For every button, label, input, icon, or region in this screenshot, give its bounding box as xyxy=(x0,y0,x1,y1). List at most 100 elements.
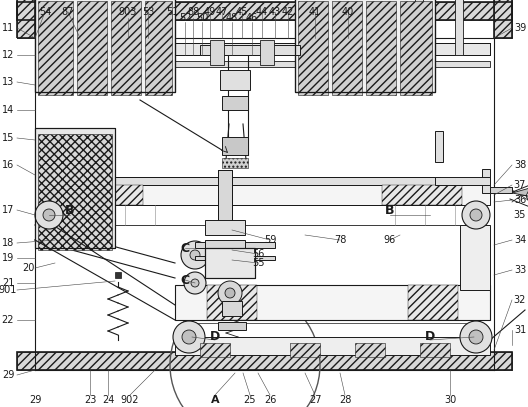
Text: 55: 55 xyxy=(252,258,264,268)
Bar xyxy=(17,352,512,370)
Text: 48: 48 xyxy=(226,13,238,23)
Text: 46: 46 xyxy=(246,13,258,23)
Bar xyxy=(218,170,232,225)
Text: 19: 19 xyxy=(2,253,14,263)
Text: 40: 40 xyxy=(342,7,354,17)
Text: 29: 29 xyxy=(2,370,14,380)
Bar xyxy=(415,0,423,55)
Bar xyxy=(366,1,396,95)
Bar xyxy=(222,137,248,155)
Bar xyxy=(35,177,440,185)
Text: 35: 35 xyxy=(514,210,526,220)
Bar xyxy=(490,187,512,193)
Text: 51: 51 xyxy=(166,7,178,17)
Circle shape xyxy=(462,201,490,229)
Bar xyxy=(175,285,490,320)
Text: 28: 28 xyxy=(339,395,351,405)
Bar xyxy=(494,0,512,38)
Text: 11: 11 xyxy=(2,23,14,33)
Polygon shape xyxy=(512,188,528,204)
Bar xyxy=(35,0,175,92)
Bar xyxy=(35,0,175,92)
Text: 53: 53 xyxy=(142,7,154,17)
Bar xyxy=(195,242,275,248)
Bar xyxy=(38,134,112,250)
Circle shape xyxy=(184,272,206,294)
Text: 37: 37 xyxy=(514,180,526,190)
Bar xyxy=(205,252,245,260)
Bar xyxy=(494,0,512,38)
Text: B: B xyxy=(65,204,75,217)
Text: D: D xyxy=(210,330,220,344)
Text: 52: 52 xyxy=(179,13,191,23)
Bar xyxy=(205,248,255,278)
Bar xyxy=(222,158,248,168)
Bar xyxy=(260,40,274,65)
Text: 21: 21 xyxy=(2,278,14,288)
Text: 15: 15 xyxy=(2,133,14,143)
Text: 44: 44 xyxy=(256,7,268,17)
Text: 23: 23 xyxy=(84,395,96,405)
Circle shape xyxy=(182,330,196,344)
Bar xyxy=(200,343,230,357)
Text: 24: 24 xyxy=(102,395,114,405)
Bar xyxy=(35,128,115,248)
Bar xyxy=(222,96,248,110)
Bar xyxy=(222,301,242,316)
Text: 33: 33 xyxy=(514,265,526,275)
Text: 31: 31 xyxy=(514,325,526,335)
Bar xyxy=(207,285,257,320)
Bar xyxy=(290,343,320,357)
Bar xyxy=(435,131,443,162)
Bar xyxy=(220,70,250,90)
Bar xyxy=(205,248,255,278)
Text: 34: 34 xyxy=(514,235,526,245)
Text: 43: 43 xyxy=(269,7,281,17)
Bar xyxy=(145,1,172,95)
Bar xyxy=(38,1,73,95)
Bar xyxy=(35,169,43,193)
Text: 22: 22 xyxy=(2,315,14,325)
Circle shape xyxy=(191,279,199,287)
Text: 12: 12 xyxy=(2,50,14,60)
Text: 32: 32 xyxy=(514,295,526,305)
Bar xyxy=(35,185,490,205)
Bar xyxy=(35,61,490,67)
Bar xyxy=(382,185,462,205)
Circle shape xyxy=(173,321,205,353)
Circle shape xyxy=(460,321,492,353)
Bar xyxy=(460,225,490,290)
Circle shape xyxy=(43,209,55,221)
Text: 18: 18 xyxy=(2,238,14,248)
Text: 901: 901 xyxy=(0,285,17,295)
Text: 17: 17 xyxy=(2,205,14,215)
Text: 26: 26 xyxy=(264,395,276,405)
Text: 42: 42 xyxy=(282,7,294,17)
Bar xyxy=(455,0,463,55)
Bar xyxy=(355,343,385,357)
Bar xyxy=(200,45,300,55)
Circle shape xyxy=(190,250,200,260)
Text: 29: 29 xyxy=(29,395,41,405)
Text: 47: 47 xyxy=(216,7,228,17)
Circle shape xyxy=(218,281,242,305)
Bar xyxy=(482,169,490,193)
Bar xyxy=(17,0,35,38)
Text: 49: 49 xyxy=(204,7,216,17)
Text: 88: 88 xyxy=(187,7,199,17)
Text: 902: 902 xyxy=(121,395,139,405)
Bar xyxy=(408,285,458,320)
Text: 16: 16 xyxy=(2,160,14,170)
Bar xyxy=(35,43,490,55)
Bar xyxy=(210,40,224,65)
Text: 27: 27 xyxy=(309,395,321,405)
Bar xyxy=(400,1,432,95)
Bar xyxy=(115,272,121,278)
Bar xyxy=(420,343,450,357)
Text: 14: 14 xyxy=(2,105,14,115)
Text: 45: 45 xyxy=(236,7,248,17)
Bar xyxy=(63,185,143,205)
Bar xyxy=(35,177,440,185)
Circle shape xyxy=(225,288,235,298)
Text: 30: 30 xyxy=(444,395,456,405)
